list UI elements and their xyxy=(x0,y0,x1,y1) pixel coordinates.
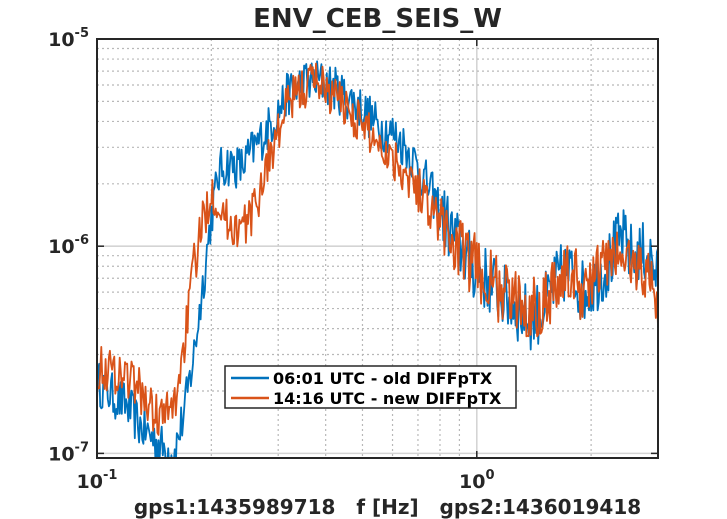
series-lines xyxy=(97,60,658,458)
x-tick-label: 10-1 xyxy=(77,468,118,493)
chart-title: ENV_CEB_SEIS_W xyxy=(253,4,502,34)
tick-marks xyxy=(96,38,658,458)
legend-label-2: 14:16 UTC - new DIFFpTX xyxy=(273,389,502,408)
y-tick-label: 10-7 xyxy=(48,440,89,465)
tick-labels: 10-1 100 10-7 10-6 10-5 xyxy=(48,26,494,493)
series-line-2 xyxy=(97,62,658,436)
y-tick-label: 10-6 xyxy=(48,233,89,258)
x-tick-label: 100 xyxy=(459,468,495,493)
axes-frame xyxy=(96,38,659,459)
x-axis-label: gps1:1435989718 f [Hz] gps2:1436019418 xyxy=(134,495,641,519)
legend-label-1: 06:01 UTC - old DIFFpTX xyxy=(273,369,493,388)
y-tick-label: 10-5 xyxy=(48,26,89,51)
legend-box xyxy=(224,365,517,409)
